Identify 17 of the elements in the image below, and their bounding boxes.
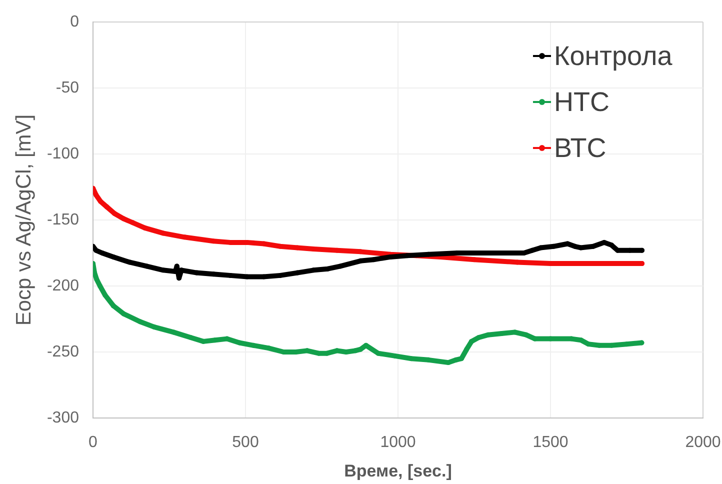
y-tick-label: -100	[46, 145, 80, 162]
y-tick-label: -50	[56, 79, 80, 96]
x-tick-label: 1500	[532, 434, 568, 452]
x-tick-label: 2000	[685, 434, 721, 452]
y-tick-label: -150	[46, 211, 80, 228]
x-axis-title: Време, [sec.]	[344, 461, 452, 480]
y-tick-label: -200	[46, 277, 80, 294]
x-tick-label: 500	[232, 434, 259, 452]
x-tick-label: 1000	[380, 434, 416, 452]
x-tick-label: 0	[88, 434, 98, 452]
legend-label: НТС	[554, 86, 610, 118]
legend-label: Контрола	[554, 40, 672, 72]
y-tick-label: -250	[46, 343, 80, 360]
y-tick-label: 0	[70, 13, 80, 30]
y-axis-title: Eocp vs Ag/AgCl, [mV]	[12, 114, 36, 326]
y-tick-label: -300	[46, 409, 80, 426]
legend-label: ВТС	[554, 132, 606, 164]
